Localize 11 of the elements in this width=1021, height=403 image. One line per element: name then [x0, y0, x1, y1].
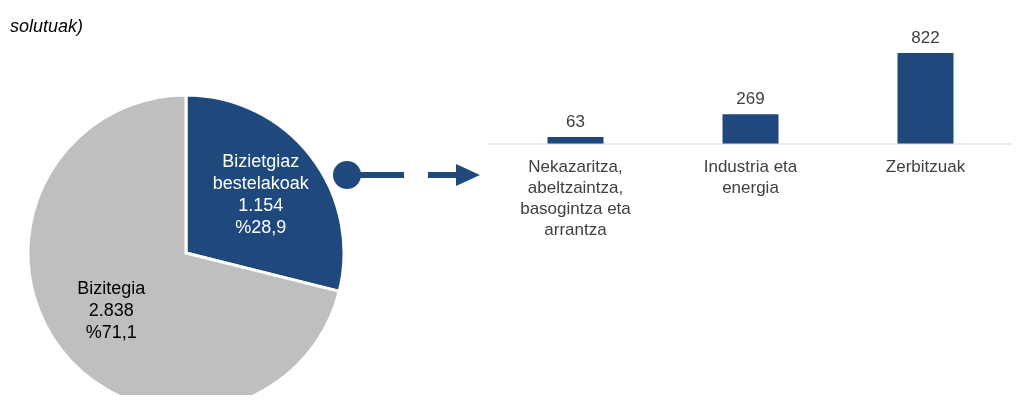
data-label: 1.154 %28,9	[235, 194, 287, 237]
legend-label: Bizietgiaz bestelakoak	[212, 150, 310, 193]
data-label: 269	[736, 89, 765, 109]
data-label: 2.838 %71,1	[85, 300, 137, 343]
data-label: 822	[911, 28, 940, 47]
x-tick-label: Industria eta energia	[703, 157, 798, 197]
x-tick-label: Nekazaritza, abeltzaintza, basogintza eta arrantza	[520, 157, 632, 239]
slice-label: Bizitegia	[77, 278, 147, 299]
data-label: 63	[566, 112, 585, 132]
chart-title: solutuak)	[10, 16, 84, 37]
x-tick-label: Zerbitzuak	[885, 157, 966, 176]
